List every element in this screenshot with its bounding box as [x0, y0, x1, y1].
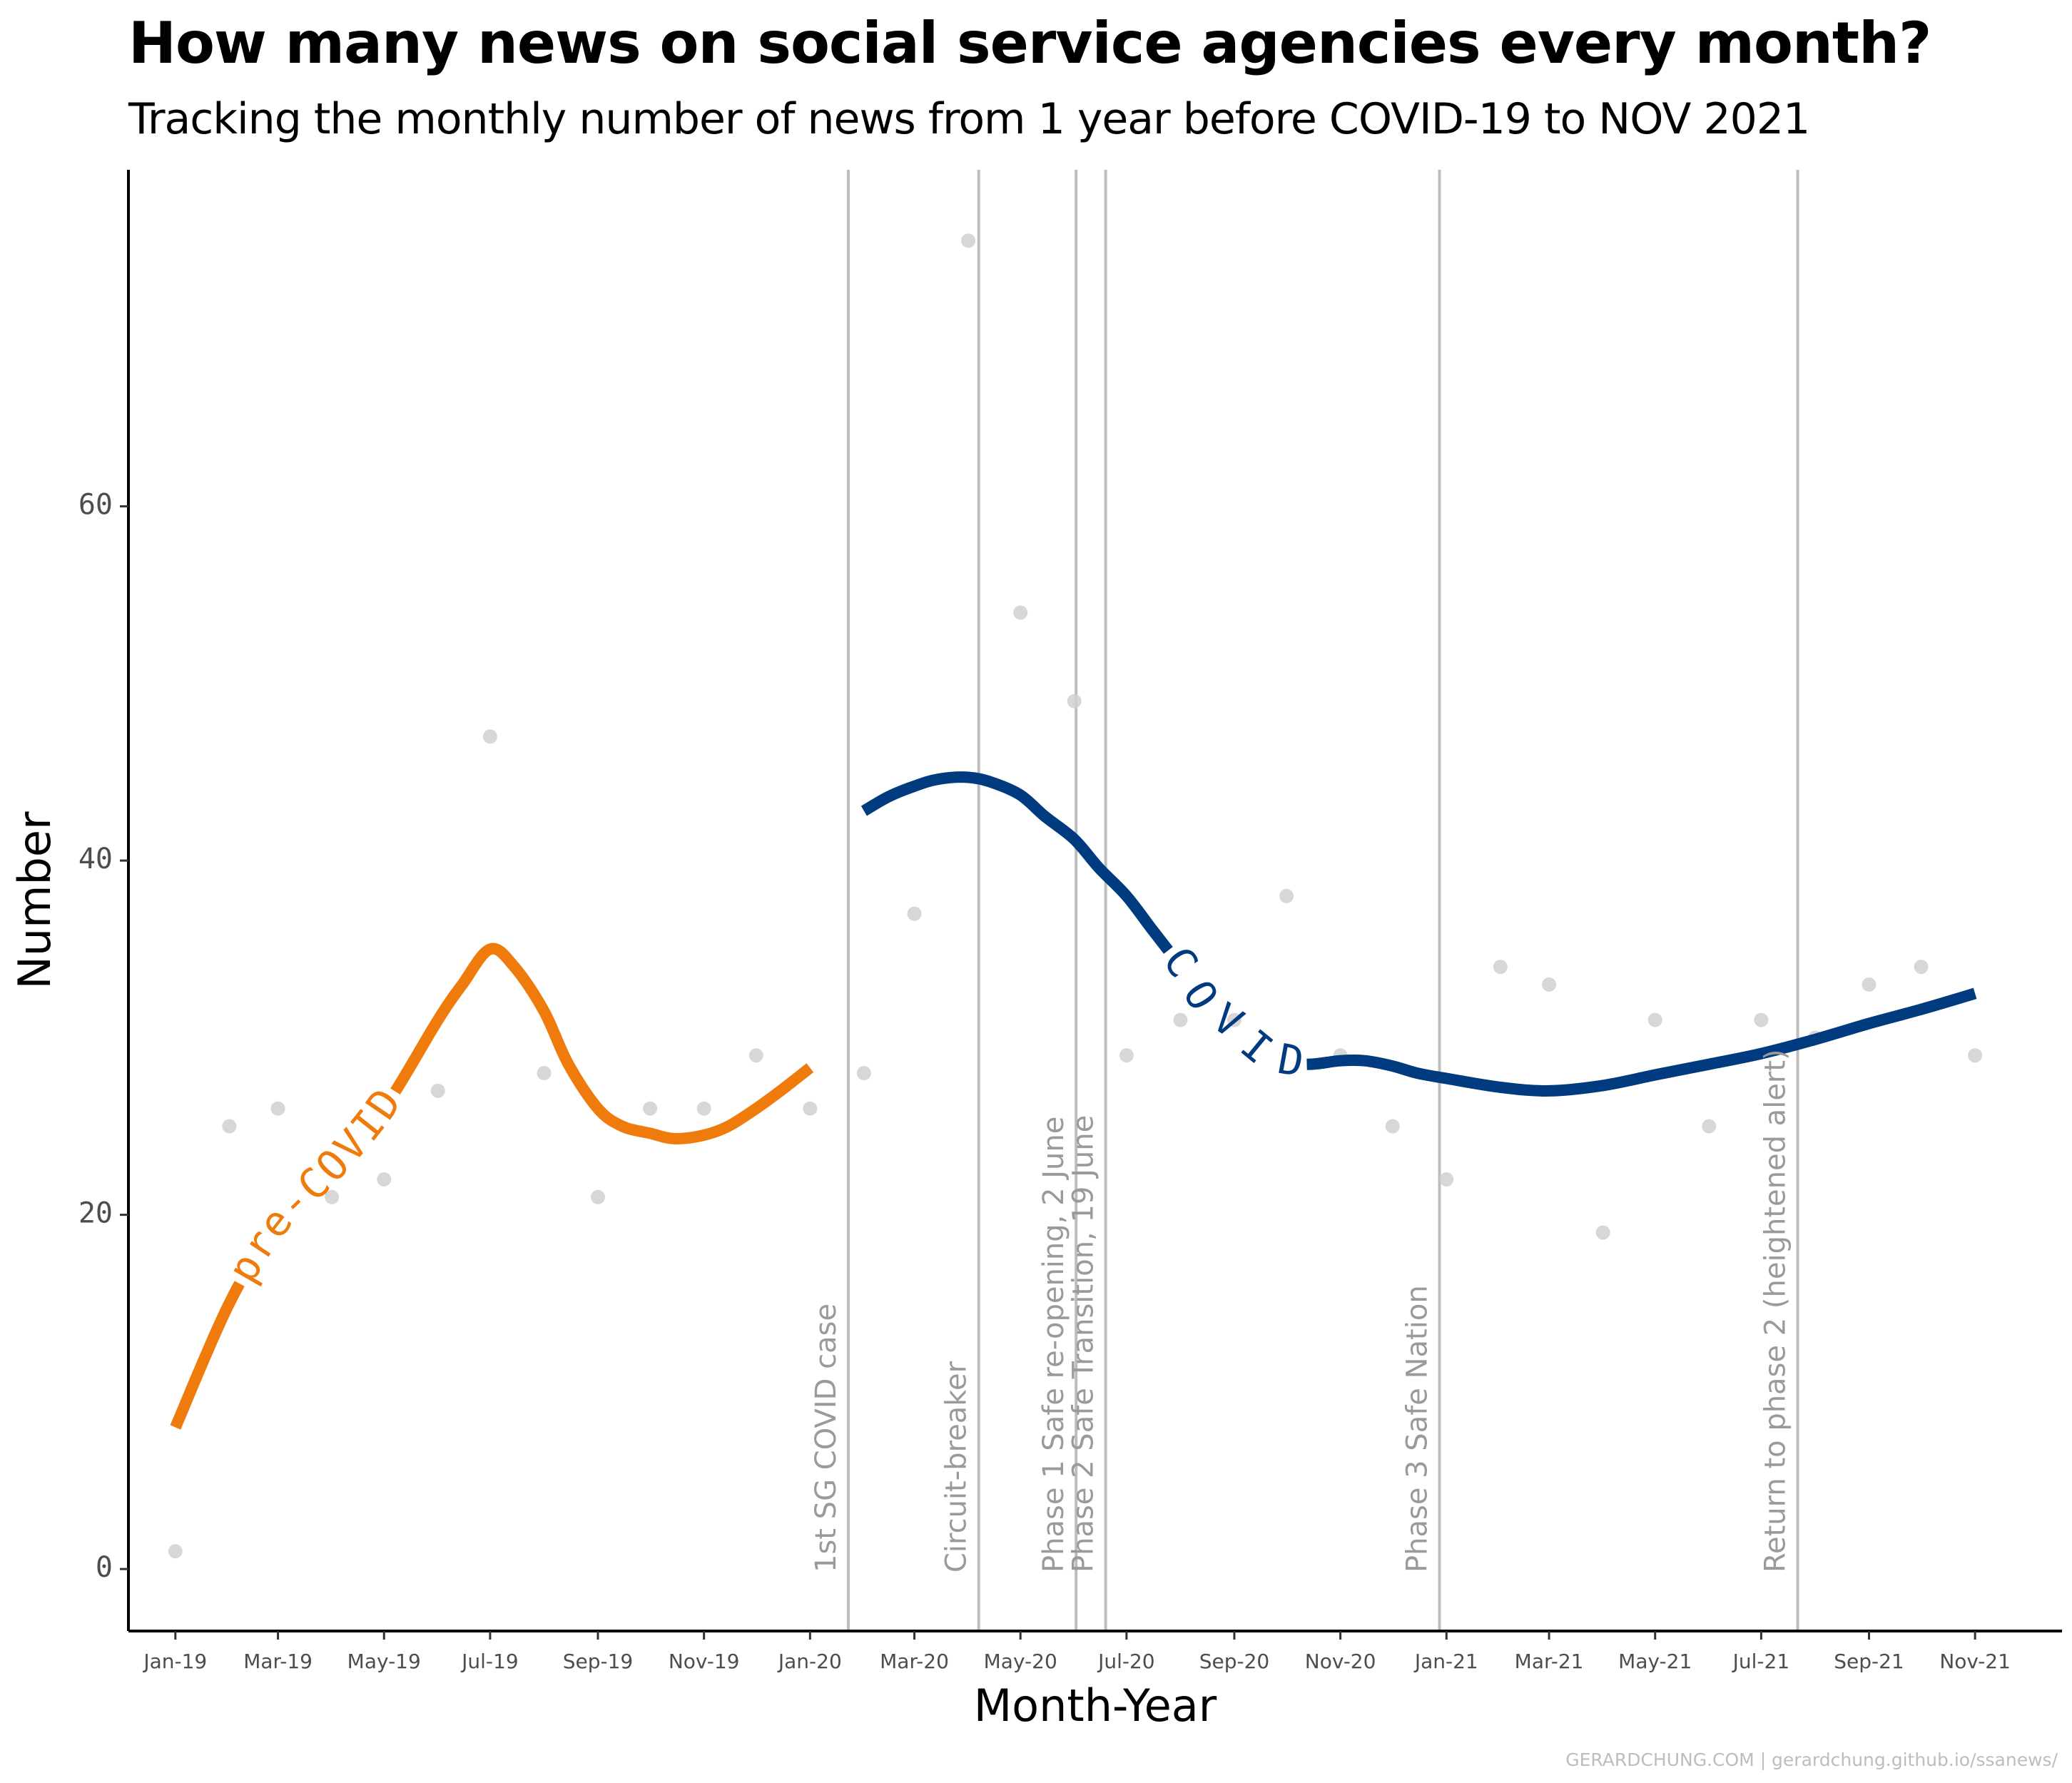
covid-curve-label-textpath: COVID [1154, 938, 1308, 1087]
data-point-4 [377, 1172, 392, 1187]
event-label-3: Phase 2 Safe Transition, 19 June [1067, 1115, 1100, 1573]
data-point-9 [643, 1101, 658, 1116]
event-label-4: Phase 3 Safe Nation [1401, 1285, 1434, 1573]
x-tick-label-0: Jan-19 [142, 1650, 207, 1673]
y-axis-title: Number [9, 811, 61, 990]
data-point-14 [907, 906, 922, 921]
x-tick-label-10: Sep-20 [1199, 1650, 1270, 1673]
event-label-2: Phase 1 Safe re-opening, 2 June [1037, 1117, 1070, 1573]
covid-curve [860, 771, 1977, 1097]
data-point-32 [1862, 977, 1877, 992]
data-point-5 [430, 1083, 445, 1098]
x-tick-label-4: Sep-19 [563, 1650, 634, 1673]
data-point-7 [537, 1066, 552, 1081]
data-point-3 [325, 1189, 340, 1204]
x-tick-label-5: Nov-19 [669, 1650, 740, 1673]
data-point-0 [168, 1544, 183, 1559]
data-point-17 [1067, 694, 1082, 708]
data-point-29 [1702, 1119, 1717, 1134]
event-label-0: 1st SG COVID case [810, 1304, 843, 1573]
data-point-11 [748, 1048, 763, 1063]
x-tick-label-12: Jan-21 [1413, 1650, 1478, 1673]
data-point-10 [696, 1101, 711, 1116]
event-label-5: Return to phase 2 (heightened alert) [1759, 1049, 1792, 1573]
data-point-12 [803, 1101, 818, 1116]
x-tick-label-3: Jul-19 [460, 1650, 519, 1673]
data-point-23 [1385, 1119, 1400, 1134]
data-point-34 [1968, 1048, 1983, 1063]
data-point-19 [1173, 1012, 1188, 1027]
x-tick-label-8: May-20 [984, 1650, 1057, 1673]
y-tick-label-2: 40 [78, 843, 113, 875]
data-point-15 [961, 233, 976, 248]
event-label-1: Circuit-breaker [940, 1361, 973, 1573]
event-labels-group: 1st SG COVID case Circuit-breaker Phase 1 … [810, 1049, 1792, 1573]
chart-title: How many news on social service agencies… [128, 10, 1931, 76]
x-tick-label-15: Jul-21 [1732, 1650, 1790, 1673]
data-point-8 [591, 1189, 606, 1204]
data-point-24 [1439, 1172, 1454, 1187]
x-tick-label-14: May-21 [1618, 1650, 1692, 1673]
y-tick-label-1: 20 [78, 1197, 113, 1230]
data-points-group [168, 233, 1983, 1559]
data-point-21 [1279, 888, 1294, 903]
data-point-25 [1493, 960, 1508, 975]
data-point-26 [1542, 977, 1557, 992]
data-point-1 [222, 1119, 237, 1134]
x-tick-label-7: Mar-20 [880, 1650, 949, 1673]
covid-curve-label: COVID [1154, 938, 1308, 1087]
x-tick-label-13: Mar-21 [1515, 1650, 1584, 1673]
y-tick-label-0: 0 [96, 1551, 113, 1584]
x-tick-label-1: Mar-19 [243, 1650, 313, 1673]
data-point-27 [1595, 1225, 1610, 1240]
data-point-28 [1647, 1012, 1662, 1027]
x-tick-label-16: Sep-21 [1834, 1650, 1904, 1673]
event-lines-group [846, 170, 1799, 1631]
data-point-2 [270, 1101, 285, 1116]
y-tick-label-3: 60 [78, 489, 113, 522]
data-point-16 [1013, 605, 1028, 620]
x-tick-label-11: Nov-20 [1305, 1650, 1376, 1673]
x-tick-label-2: May-19 [347, 1650, 421, 1673]
x-axis-title: Month-Year [974, 1680, 1217, 1732]
data-point-20 [1227, 1012, 1241, 1027]
x-tick-label-9: Jul-20 [1097, 1650, 1155, 1673]
axes-group: 0 20 40 60 Jan-19 Mar-19 May-19 Jul-19 Sep-19 Nov… [9, 170, 2062, 1732]
pre-covid-curve [170, 943, 814, 1430]
data-point-30 [1754, 1012, 1769, 1027]
chart-subtitle: Tracking the monthly number of news from… [128, 94, 1810, 144]
data-point-13 [856, 1066, 871, 1081]
x-tick-label-17: Nov-21 [1939, 1650, 2011, 1673]
data-point-18 [1119, 1048, 1134, 1063]
x-tick-label-6: Jan-20 [777, 1650, 842, 1673]
data-point-33 [1914, 960, 1929, 975]
caption: GERARDCHUNG.COM | gerardchung.github.io/… [1565, 1749, 2058, 1770]
data-point-6 [482, 729, 497, 744]
